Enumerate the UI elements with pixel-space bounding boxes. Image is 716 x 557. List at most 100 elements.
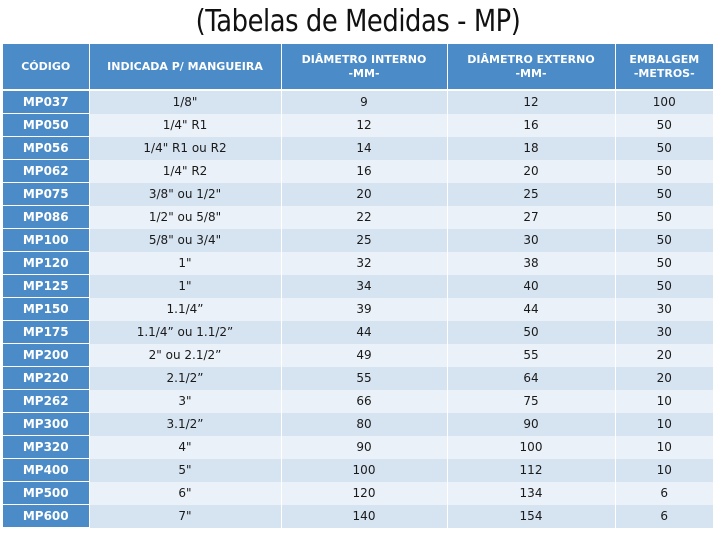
- table-row: MP056 1/4" R1 ou R2 14 18 50: [3, 136, 713, 160]
- table-row: MP120 1" 32 38 50: [3, 251, 713, 275]
- cell-interno: 49: [281, 343, 448, 367]
- cell-externo: 27: [447, 205, 616, 229]
- table-row: MP500 6" 120 134 6: [3, 481, 713, 505]
- cell-codigo: MP220: [3, 366, 90, 390]
- table-row: MP075 3/8" ou 1/2" 20 25 50: [3, 182, 713, 206]
- cell-embalagem: 30: [615, 320, 713, 344]
- table-row: MP262 3" 66 75 10: [3, 389, 713, 413]
- cell-embalagem: 50: [615, 159, 713, 183]
- cell-codigo: MP262: [3, 389, 90, 413]
- cell-interno: 80: [281, 412, 448, 436]
- cell-indicada: 2" ou 2.1/2”: [89, 343, 282, 367]
- cell-codigo: MP400: [3, 458, 90, 482]
- table-row: MP050 1/4" R1 12 16 50: [3, 113, 713, 137]
- cell-interno: 140: [281, 504, 448, 528]
- table-row: MP400 5" 100 112 10: [3, 458, 713, 482]
- table-row: MP062 1/4" R2 16 20 50: [3, 159, 713, 183]
- cell-externo: 18: [447, 136, 616, 160]
- table-row: MP150 1.1/4” 39 44 30: [3, 297, 713, 321]
- cell-interno: 44: [281, 320, 448, 344]
- cell-interno: 120: [281, 481, 448, 505]
- cell-indicada: 7": [89, 504, 282, 528]
- cell-codigo: MP056: [3, 136, 90, 160]
- table-row: MP100 5/8" ou 3/4" 25 30 50: [3, 228, 713, 252]
- cell-externo: 20: [447, 159, 616, 183]
- cell-externo: 50: [447, 320, 616, 344]
- cell-externo: 44: [447, 297, 616, 321]
- cell-indicada: 5/8" ou 3/4": [89, 228, 282, 252]
- cell-embalagem: 10: [615, 435, 713, 459]
- cell-indicada: 6": [89, 481, 282, 505]
- cell-externo: 12: [447, 90, 616, 114]
- cell-indicada: 3.1/2”: [89, 412, 282, 436]
- cell-embalagem: 6: [615, 504, 713, 528]
- page-title: (Tabelas de Medidas - MP): [195, 4, 521, 39]
- cell-externo: 154: [447, 504, 616, 528]
- cell-embalagem: 30: [615, 297, 713, 321]
- cell-codigo: MP125: [3, 274, 90, 298]
- cell-codigo: MP050: [3, 113, 90, 137]
- cell-externo: 16: [447, 113, 616, 137]
- cell-embalagem: 100: [615, 90, 713, 114]
- cell-embalagem: 6: [615, 481, 713, 505]
- cell-codigo: MP200: [3, 343, 90, 367]
- cell-indicada: 1.1/4” ou 1.1/2”: [89, 320, 282, 344]
- cell-embalagem: 20: [615, 366, 713, 390]
- cell-indicada: 1": [89, 251, 282, 275]
- cell-codigo: MP100: [3, 228, 90, 252]
- cell-interno: 25: [281, 228, 448, 252]
- cell-embalagem: 50: [615, 228, 713, 252]
- cell-codigo: MP037: [3, 90, 90, 114]
- header-diametro-externo: DIÂMETRO EXTERNO -MM-: [447, 44, 616, 91]
- cell-indicada: 1/4" R2: [89, 159, 282, 183]
- cell-externo: 55: [447, 343, 616, 367]
- table-header-row: CÓDIGO INDICADA P/ MANGUEIRA DIÂMETRO IN…: [3, 44, 713, 91]
- cell-embalagem: 10: [615, 389, 713, 413]
- table-row: MP175 1.1/4” ou 1.1/2” 44 50 30: [3, 320, 713, 344]
- cell-interno: 16: [281, 159, 448, 183]
- cell-externo: 112: [447, 458, 616, 482]
- cell-interno: 20: [281, 182, 448, 206]
- cell-indicada: 3": [89, 389, 282, 413]
- table-row: MP037 1/8" 9 12 100: [3, 90, 713, 114]
- header-indicada: INDICADA P/ MANGUEIRA: [89, 44, 282, 91]
- cell-indicada: 1/2" ou 5/8": [89, 205, 282, 229]
- cell-embalagem: 10: [615, 458, 713, 482]
- measurements-table: CÓDIGO INDICADA P/ MANGUEIRA DIÂMETRO IN…: [3, 44, 713, 528]
- cell-indicada: 1.1/4”: [89, 297, 282, 321]
- cell-embalagem: 50: [615, 136, 713, 160]
- cell-interno: 90: [281, 435, 448, 459]
- cell-indicada: 4": [89, 435, 282, 459]
- cell-externo: 64: [447, 366, 616, 390]
- cell-codigo: MP062: [3, 159, 90, 183]
- cell-indicada: 5": [89, 458, 282, 482]
- cell-codigo: MP600: [3, 504, 90, 528]
- cell-embalagem: 50: [615, 182, 713, 206]
- cell-embalagem: 50: [615, 113, 713, 137]
- cell-interno: 9: [281, 90, 448, 114]
- cell-interno: 39: [281, 297, 448, 321]
- cell-interno: 14: [281, 136, 448, 160]
- table-row: MP320 4" 90 100 10: [3, 435, 713, 459]
- cell-interno: 66: [281, 389, 448, 413]
- cell-codigo: MP075: [3, 182, 90, 206]
- cell-externo: 25: [447, 182, 616, 206]
- cell-externo: 40: [447, 274, 616, 298]
- table-row: MP086 1/2" ou 5/8" 22 27 50: [3, 205, 713, 229]
- cell-indicada: 3/8" ou 1/2": [89, 182, 282, 206]
- cell-externo: 134: [447, 481, 616, 505]
- cell-interno: 34: [281, 274, 448, 298]
- cell-codigo: MP175: [3, 320, 90, 344]
- cell-embalagem: 50: [615, 205, 713, 229]
- cell-indicada: 1": [89, 274, 282, 298]
- header-codigo: CÓDIGO: [3, 44, 90, 91]
- cell-codigo: MP086: [3, 205, 90, 229]
- cell-interno: 22: [281, 205, 448, 229]
- table-row: MP200 2" ou 2.1/2” 49 55 20: [3, 343, 713, 367]
- table-row: MP600 7" 140 154 6: [3, 504, 713, 528]
- header-diametro-interno: DIÂMETRO INTERNO -MM-: [281, 44, 448, 91]
- cell-codigo: MP300: [3, 412, 90, 436]
- cell-codigo: MP320: [3, 435, 90, 459]
- cell-interno: 55: [281, 366, 448, 390]
